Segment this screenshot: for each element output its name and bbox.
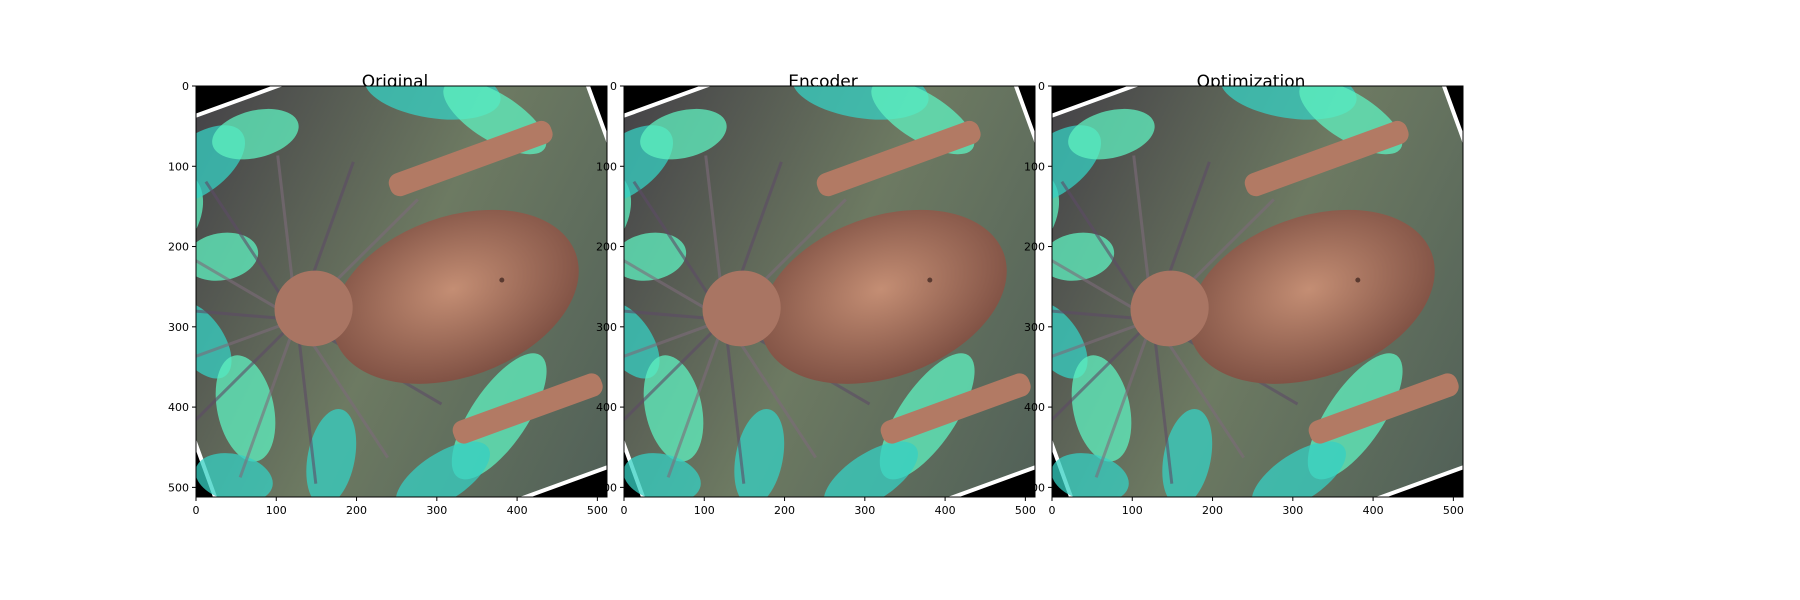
y-tick-label: 200 [1024,241,1045,254]
rotated-photo [196,86,607,497]
y-tick-label: 300 [1024,321,1045,334]
y-tick-label: 100 [596,160,617,173]
y-tick-label: 0 [182,80,189,93]
panel-optimization: Optimization 0 100 200 300 400 500 0 100 200 300 4… [1024,0,1471,560]
panel-encoder: Encoder 0 100 200 300 400 500 0 100 200 300 400 500 [596,0,1043,560]
x-tick-label: 0 [193,504,200,517]
axes: 0 100 200 300 400 500 0 100 200 300 400 500 [1024,80,1464,517]
axes-frame [623,85,1036,498]
y-tick-label: 300 [596,321,617,334]
panel-original: Original 0 100 200 300 400 500 0 100 200 300 400 50… [168,0,615,560]
x-tick-label: 500 [587,504,608,517]
x-tick-label: 300 [426,504,447,517]
x-tick-label: 200 [346,504,367,517]
x-tick-label: 200 [774,504,795,517]
rotated-photo [1052,86,1463,497]
y-tick-label: 500 [596,481,617,494]
x-tick-label: 0 [1049,504,1056,517]
image-content [196,86,607,497]
y-tick-label: 0 [610,80,617,93]
x-tick-label: 300 [1282,504,1303,517]
x-tick-label: 500 [1015,504,1036,517]
y-tick-label: 200 [168,241,189,254]
axes: 0 100 200 300 400 500 0 100 200 300 400 500 [596,80,1036,517]
y-tick-label: 100 [168,160,189,173]
x-tick-label: 400 [507,504,528,517]
rotated-photo [624,86,1035,497]
axes: 0 100 200 300 400 500 0 100 200 300 400 500 [168,80,608,517]
x-tick-label: 400 [1363,504,1384,517]
x-tick-label: 0 [621,504,628,517]
x-tick-label: 200 [1202,504,1223,517]
y-tick-label: 500 [1024,481,1045,494]
y-tick-label: 100 [1024,160,1045,173]
y-tick-label: 400 [168,401,189,414]
y-tick-label: 0 [1038,80,1045,93]
x-tick-label: 500 [1443,504,1464,517]
y-tick-label: 500 [168,481,189,494]
axes-frame [1051,85,1464,498]
axes-frame [195,85,608,498]
image-content [1052,86,1463,497]
y-tick-label: 300 [168,321,189,334]
x-tick-label: 100 [694,504,715,517]
y-tick-label: 200 [596,241,617,254]
y-tick-label: 400 [1024,401,1045,414]
x-tick-label: 100 [1122,504,1143,517]
x-tick-label: 400 [935,504,956,517]
y-tick-label: 400 [596,401,617,414]
image-content [624,86,1035,497]
x-tick-label: 300 [854,504,875,517]
x-tick-label: 100 [266,504,287,517]
